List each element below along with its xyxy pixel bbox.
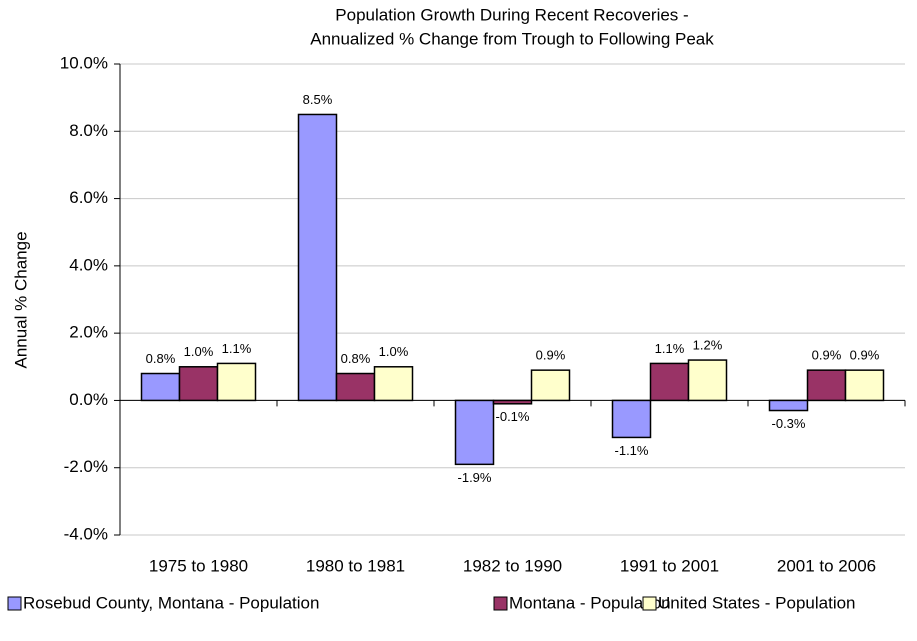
y-tick-label: 6.0%	[69, 188, 108, 207]
bar	[216, 362, 257, 402]
data-label: 0.9%	[812, 348, 842, 363]
data-label: -1.9%	[458, 470, 492, 485]
legend-label: Rosebud County, Montana - Population	[23, 593, 319, 612]
data-label: 1.1%	[222, 341, 252, 356]
bar	[454, 399, 495, 466]
data-label: 1.0%	[184, 344, 214, 359]
bar	[611, 399, 652, 439]
bar	[844, 369, 885, 402]
bar	[806, 369, 847, 402]
x-tick-label: 1991 to 2001	[620, 556, 719, 575]
x-tick-label: 2001 to 2006	[777, 556, 876, 575]
data-label: 1.2%	[693, 337, 723, 352]
chart-title: Population Growth During Recent Recoveri…	[335, 5, 688, 24]
data-label: -0.3%	[772, 416, 806, 431]
data-label: 0.9%	[850, 348, 880, 363]
bar	[140, 372, 181, 402]
data-label: 0.9%	[536, 348, 566, 363]
bar	[687, 359, 728, 402]
data-label: 1.1%	[655, 341, 685, 356]
bar	[178, 366, 219, 402]
y-axis-label: Annual % Change	[11, 231, 30, 368]
bar	[492, 399, 533, 405]
y-tick-label: -4.0%	[64, 524, 108, 543]
data-label: -1.1%	[615, 443, 649, 458]
chart-title: Annualized % Change from Trough to Follo…	[310, 29, 714, 48]
y-tick-label: 2.0%	[69, 323, 108, 342]
legend-swatch	[493, 596, 508, 611]
bar	[768, 399, 809, 412]
x-tick-label: 1980 to 1981	[306, 556, 405, 575]
y-tick-label: 4.0%	[69, 255, 108, 274]
y-tick-label: 8.0%	[69, 121, 108, 140]
bar	[335, 372, 376, 402]
data-label: 1.0%	[379, 344, 409, 359]
data-label: 8.5%	[303, 92, 333, 107]
x-tick-label: 1975 to 1980	[149, 556, 248, 575]
bar	[649, 362, 690, 402]
x-tick-label: 1982 to 1990	[463, 556, 562, 575]
bar	[530, 369, 571, 402]
bar	[373, 366, 414, 402]
legend-swatch	[7, 596, 22, 611]
data-label: 0.8%	[341, 351, 371, 366]
data-label: -0.1%	[496, 409, 530, 424]
y-tick-label: 0.0%	[69, 390, 108, 409]
y-tick-label: -2.0%	[64, 457, 108, 476]
legend-swatch	[642, 596, 657, 611]
legend-label: Montana - Population	[509, 593, 671, 612]
legend-label: United States - Population	[658, 593, 856, 612]
y-tick-label: 10.0%	[60, 53, 108, 72]
data-label: 0.8%	[146, 351, 176, 366]
bar	[297, 113, 338, 402]
